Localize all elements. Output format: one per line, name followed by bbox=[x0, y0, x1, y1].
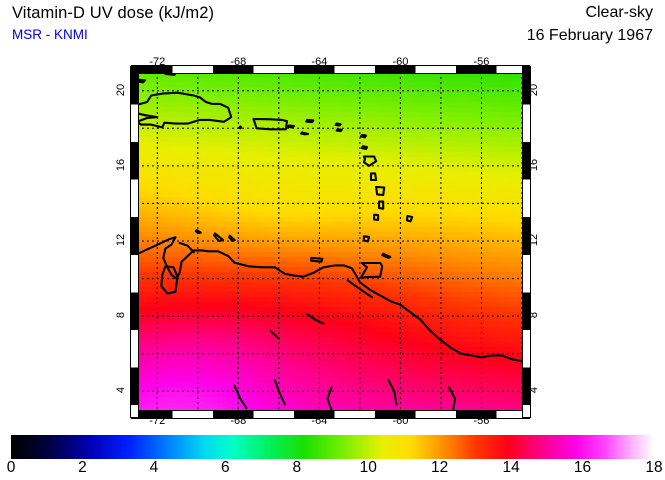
ytick-right-1: 8 bbox=[528, 312, 540, 319]
axis-right bbox=[522, 66, 531, 418]
colorbar-gradient bbox=[11, 435, 654, 459]
colorbar-tick-3: 6 bbox=[221, 459, 230, 476]
ytick-left-4: 20 bbox=[115, 83, 127, 96]
axis-left bbox=[130, 66, 139, 418]
colorbar-tick-8: 16 bbox=[573, 459, 592, 476]
ytick-left-3: 16 bbox=[115, 158, 127, 171]
colorbar-tick-7: 14 bbox=[502, 459, 520, 476]
axis-bottom bbox=[131, 410, 530, 419]
xtick-bottom-0: -72 bbox=[149, 415, 166, 427]
colorbar-tick-0: 0 bbox=[6, 459, 16, 476]
colorbar-tick-9: 18 bbox=[645, 459, 663, 476]
ytick-right-0: 4 bbox=[528, 387, 540, 394]
ytick-left-2: 12 bbox=[115, 233, 127, 247]
ytick-left-1: 8 bbox=[115, 312, 127, 319]
xtick-top-3: -60 bbox=[392, 56, 409, 68]
colorbar-tick-5: 10 bbox=[359, 459, 377, 476]
coastline-overlay bbox=[137, 72, 522, 410]
xtick-top-4: -56 bbox=[473, 56, 490, 68]
ytick-left-0: 4 bbox=[115, 387, 127, 394]
colorbar bbox=[11, 435, 654, 459]
xtick-bottom-2: -64 bbox=[311, 415, 328, 427]
xtick-bottom-1: -68 bbox=[230, 415, 247, 427]
map-plot-area bbox=[130, 65, 531, 419]
xtick-top-2: -64 bbox=[311, 56, 328, 68]
colorbar-tick-2: 4 bbox=[149, 459, 159, 476]
xtick-bottom-4: -56 bbox=[473, 415, 490, 427]
ytick-right-2: 12 bbox=[528, 233, 540, 247]
colorbar-tick-4: 8 bbox=[292, 459, 302, 476]
sky-condition-label: Clear-sky bbox=[585, 4, 653, 21]
colorbar-tick-1: 2 bbox=[78, 459, 87, 476]
data-source-label: MSR - KNMI bbox=[12, 27, 88, 42]
page-title: Vitamin-D UV dose (kJ/m2) bbox=[12, 4, 215, 22]
xtick-top-1: -68 bbox=[230, 56, 247, 68]
colorbar-tick-6: 12 bbox=[431, 459, 449, 476]
axis-top bbox=[131, 65, 530, 74]
ytick-right-4: 20 bbox=[528, 83, 540, 96]
colorbar-tick-labels: 0 2 4 6 8 10 12 14 16 18 bbox=[7, 459, 663, 479]
xtick-top-0: -72 bbox=[149, 56, 166, 68]
date-label: 16 February 1967 bbox=[526, 27, 653, 44]
xtick-bottom-3: -60 bbox=[392, 415, 409, 427]
ytick-right-3: 16 bbox=[528, 158, 540, 171]
